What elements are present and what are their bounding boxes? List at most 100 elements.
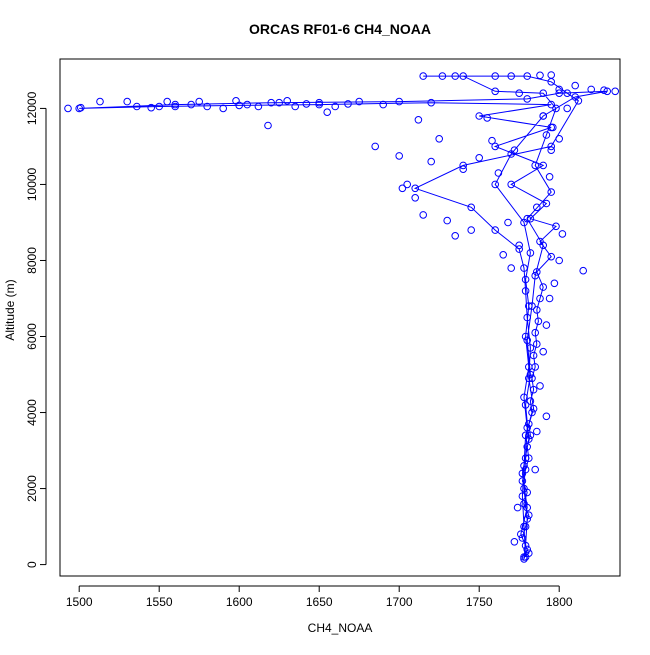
data-point: [77, 103, 85, 112]
x-tick-label: 1800: [546, 595, 573, 609]
data-point: [533, 427, 541, 436]
data-point: [521, 541, 530, 550]
data-point: [539, 89, 548, 97]
data-point: [528, 408, 536, 417]
x-tick-label: 1700: [386, 595, 413, 609]
data-point: [563, 104, 572, 113]
data-point: [302, 100, 311, 108]
data-point: [419, 72, 428, 80]
data-point: [507, 264, 516, 272]
data-point: [419, 211, 428, 219]
data-point: [525, 363, 533, 371]
data-point: [528, 374, 536, 383]
data-point: [491, 142, 500, 151]
data-point: [521, 401, 530, 409]
data-point: [526, 370, 535, 379]
data-point: [96, 97, 104, 106]
data-point: [521, 332, 530, 341]
data-point: [459, 165, 468, 173]
data-point: [552, 104, 560, 113]
data-point: [291, 102, 300, 111]
data-point: [518, 469, 527, 478]
y-tick-label: 0: [25, 561, 39, 568]
data-point: [510, 146, 519, 154]
data-point: [531, 161, 540, 170]
data-point: [451, 72, 460, 80]
data-point: [529, 385, 538, 394]
y-tick-label: 8000: [25, 247, 39, 274]
data-point: [555, 256, 564, 265]
data-point: [171, 100, 179, 109]
data-point: [267, 98, 276, 107]
y-tick-label: 10000: [25, 167, 39, 201]
data-point: [398, 184, 407, 193]
data-point: [371, 142, 380, 151]
data-point: [574, 97, 583, 105]
data-point: [523, 423, 532, 432]
data-point: [520, 555, 528, 563]
data-point: [264, 121, 272, 130]
data-point: [555, 89, 564, 97]
y-tick-label: 12000: [25, 91, 39, 125]
data-point: [531, 465, 540, 474]
data-point: [533, 306, 541, 314]
series-lines: [79, 75, 608, 560]
data-point: [523, 214, 532, 223]
data-point: [438, 72, 447, 80]
data-point: [510, 538, 519, 546]
data-point: [526, 249, 535, 257]
data-point: [547, 146, 556, 154]
data-point: [515, 89, 524, 97]
data-point: [525, 454, 533, 463]
data-point: [521, 275, 530, 284]
data-point: [507, 72, 516, 80]
x-axis-label: CH4_NOAA: [308, 621, 373, 635]
data-point: [536, 382, 544, 390]
data-point: [491, 87, 500, 96]
data-point: [611, 87, 620, 96]
x-tick-label: 1600: [226, 595, 253, 609]
x-tick-label: 1650: [306, 595, 333, 609]
data-point: [525, 420, 533, 428]
data-point: [171, 102, 179, 111]
data-point: [395, 152, 404, 160]
data-point: [526, 431, 535, 440]
y-tick-label: 6000: [25, 323, 39, 350]
data-point: [521, 431, 530, 440]
data-point: [547, 252, 556, 261]
plot-frame: [59, 58, 621, 577]
data-point: [521, 553, 530, 561]
data-point: [123, 97, 131, 106]
data-point: [64, 104, 72, 113]
data-point: [133, 102, 141, 111]
data-point: [603, 87, 612, 96]
y-tick-label: 2000: [25, 475, 39, 502]
data-point: [520, 484, 528, 493]
data-point: [526, 397, 535, 405]
data-point: [147, 103, 155, 112]
data-point: [525, 374, 533, 383]
data-point: [550, 279, 559, 288]
data-point: [542, 199, 551, 208]
data-point: [563, 89, 572, 97]
data-point: [558, 230, 567, 238]
data-point: [467, 226, 476, 234]
data-point: [323, 108, 332, 116]
data-point: [517, 530, 525, 539]
data-point: [491, 226, 500, 234]
data-point: [411, 184, 420, 193]
data-point: [542, 321, 551, 329]
data-point: [504, 218, 512, 227]
data-point: [475, 112, 484, 120]
data-point: [518, 477, 527, 485]
data-point: [499, 251, 508, 259]
series-points: [64, 71, 620, 563]
data-point: [536, 71, 544, 80]
data-point: [536, 294, 544, 303]
y-axis-label: Altitude (m): [3, 279, 17, 340]
data-point: [533, 268, 541, 276]
data-point: [475, 154, 484, 162]
data-point: [494, 169, 503, 177]
data-point: [547, 71, 556, 79]
